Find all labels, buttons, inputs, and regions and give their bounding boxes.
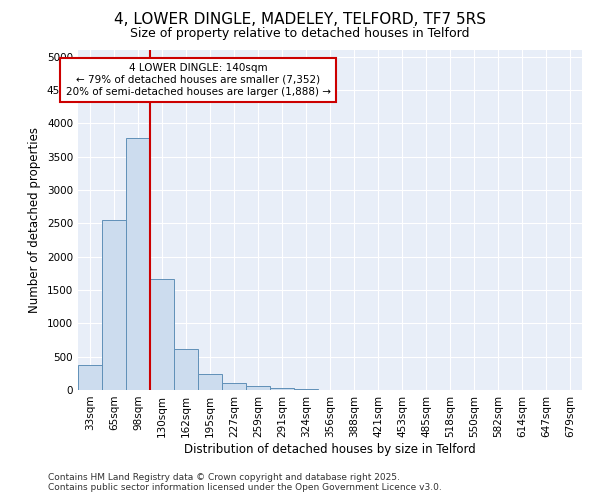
Bar xyxy=(102,220,126,390)
Text: Contains HM Land Registry data © Crown copyright and database right 2025.
Contai: Contains HM Land Registry data © Crown c… xyxy=(48,473,442,492)
Bar xyxy=(126,138,150,390)
Bar xyxy=(222,382,246,390)
Bar xyxy=(150,280,174,390)
Bar xyxy=(78,364,102,390)
Bar xyxy=(246,386,270,390)
X-axis label: Distribution of detached houses by size in Telford: Distribution of detached houses by size … xyxy=(184,442,476,456)
Text: Size of property relative to detached houses in Telford: Size of property relative to detached ho… xyxy=(130,28,470,40)
Bar xyxy=(270,388,294,390)
Bar xyxy=(174,348,198,390)
Y-axis label: Number of detached properties: Number of detached properties xyxy=(28,127,41,313)
Text: 4 LOWER DINGLE: 140sqm
← 79% of detached houses are smaller (7,352)
20% of semi-: 4 LOWER DINGLE: 140sqm ← 79% of detached… xyxy=(65,64,331,96)
Bar xyxy=(198,374,222,390)
Bar xyxy=(294,388,318,390)
Text: 4, LOWER DINGLE, MADELEY, TELFORD, TF7 5RS: 4, LOWER DINGLE, MADELEY, TELFORD, TF7 5… xyxy=(114,12,486,28)
